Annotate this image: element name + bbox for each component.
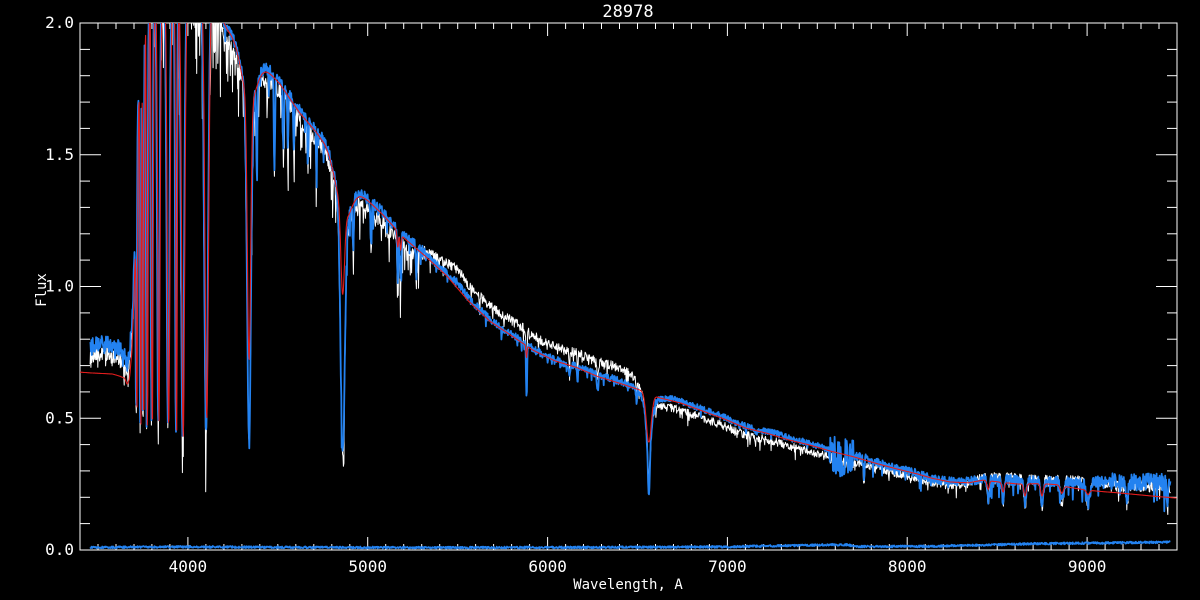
- y-axis-label: Flux: [34, 273, 50, 307]
- x-axis-label: Wavelength, A: [573, 577, 683, 593]
- series-model_red: [80, 23, 1177, 499]
- x-tick-label: 5000: [348, 557, 387, 576]
- y-tick-label: 0.0: [45, 540, 74, 559]
- y-tick-label: 0.5: [45, 408, 74, 427]
- x-tick-label: 8000: [888, 557, 927, 576]
- x-tick-label: 4000: [169, 557, 208, 576]
- x-tick-label: 9000: [1068, 557, 1107, 576]
- y-tick-label: 1.0: [45, 277, 74, 296]
- series-group: [80, 23, 1177, 550]
- y-tick-label: 1.5: [45, 145, 74, 164]
- x-tick-label: 6000: [528, 557, 567, 576]
- axes-group: 4000 5000 6000 7000 8000 9000 0.0 0.5 1.0 1.5 2.0: [45, 13, 1178, 576]
- series-observed_blue: [89, 23, 1172, 513]
- chart-title: 28978: [602, 2, 653, 22]
- series-error_spectrum: [89, 540, 1171, 550]
- y-tick-label: 2.0: [45, 13, 74, 32]
- x-tick-label: 7000: [708, 557, 747, 576]
